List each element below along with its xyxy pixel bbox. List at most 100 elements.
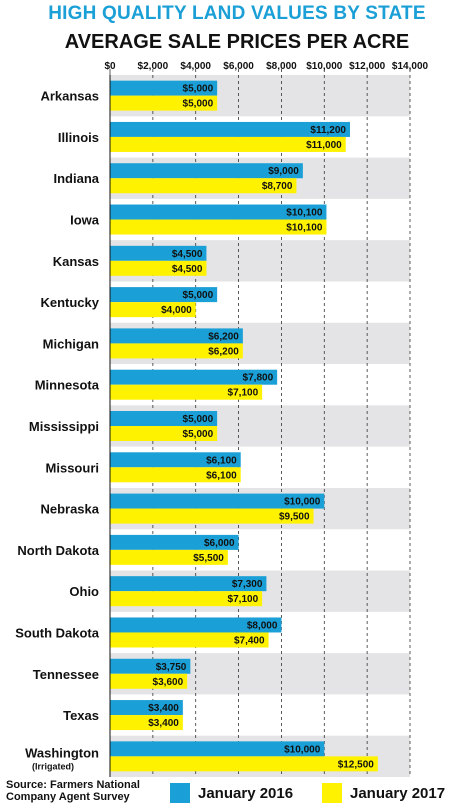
category-note: (Irrigated): [32, 761, 74, 771]
data-label-2017: $12,500: [338, 759, 375, 770]
x-tick-label: $4,000: [180, 61, 211, 72]
bar-2016: [110, 617, 282, 633]
data-label-2017: $5,500: [193, 553, 224, 564]
bar-2016: [110, 493, 325, 509]
data-label-2016: $10,000: [284, 497, 321, 508]
category-label: Washington: [25, 745, 99, 760]
bar-2017: [110, 95, 218, 111]
category-label: Indiana: [53, 171, 99, 186]
bar-chart: $0 $2,000 $4,000 $6,000 $8,000 $10,000 $12,000…: [15, 61, 429, 777]
data-label-2016: $4,500: [172, 249, 203, 260]
bar-2017: [110, 302, 196, 318]
data-label-2017: $9,500: [279, 512, 310, 523]
x-tick-label: $12,000: [349, 61, 386, 72]
category-label: Iowa: [70, 213, 100, 228]
data-label-2016: $5,000: [183, 290, 214, 301]
data-label-2017: $5,000: [183, 429, 214, 440]
bar-2016: [110, 121, 350, 137]
chart-subtitle: AVERAGE SALE PRICES PER ACRE: [64, 31, 410, 53]
data-label-2017: $11,000: [306, 140, 342, 151]
data-label-2016: $10,100: [286, 208, 323, 219]
chart-title: HIGH QUALITY LAND VALUES BY STATE: [48, 3, 426, 24]
bar-2017: [110, 673, 188, 689]
data-label-2016: $6,200: [208, 331, 239, 342]
x-tick-label: $10,000: [306, 61, 343, 72]
data-label-2016: $5,000: [183, 84, 214, 95]
bar-2016: [110, 369, 278, 385]
data-label-2016: $7,800: [243, 373, 274, 384]
category-label: Mississippi: [29, 419, 99, 434]
bar-2016: [110, 80, 218, 96]
bar-2017: [110, 591, 263, 607]
category-label: South Dakota: [15, 625, 100, 640]
category-label: Texas: [63, 708, 99, 723]
legend-label-2017: January 2017: [350, 785, 446, 802]
data-label-2016: $10,000: [284, 744, 321, 755]
data-label-2017: $7,400: [234, 635, 265, 646]
data-label-2017: $7,100: [228, 594, 259, 605]
source-note: Source: Farmers National Company Agent S…: [6, 779, 140, 803]
bar-2016: [110, 163, 303, 179]
bar-2017: [110, 549, 228, 565]
data-label-2017: $5,000: [183, 99, 214, 110]
data-label-2016: $11,200: [310, 125, 346, 136]
category-label: Ohio: [69, 584, 99, 599]
legend-swatch-2017: [322, 783, 342, 803]
bar-2016: [110, 411, 218, 426]
bar-2017: [110, 343, 243, 359]
bar-2016: [110, 741, 325, 757]
category-label: Kentucky: [40, 295, 99, 310]
x-tick-label: $2,000: [138, 61, 169, 72]
bar-2016: [110, 452, 241, 468]
x-tick-label: $8,000: [266, 61, 297, 72]
bar-2017: [110, 426, 218, 441]
bar-2016: [110, 658, 191, 674]
x-tick-label: $0: [104, 61, 116, 72]
data-label-2017: $7,100: [228, 388, 259, 399]
category-label: Tennessee: [33, 667, 99, 682]
data-label-2016: $9,000: [268, 166, 299, 177]
legend-swatch-2016: [170, 783, 190, 803]
data-label-2017: $4,500: [172, 264, 203, 275]
bar-2016: [110, 700, 183, 716]
bar-2017: [110, 136, 346, 152]
category-label: North Dakota: [17, 543, 99, 558]
category-label: Michigan: [43, 336, 99, 351]
data-label-2016: $3,400: [148, 703, 179, 714]
bar-2016: [110, 287, 218, 303]
category-label: Illinois: [58, 130, 99, 145]
category-label: Kansas: [53, 254, 99, 269]
bar-2016: [110, 204, 327, 220]
x-tick-label: $6,000: [223, 61, 254, 72]
data-label-2016: $7,300: [232, 579, 263, 590]
data-label-2016: $5,000: [183, 414, 214, 425]
data-label-2016: $6,100: [206, 455, 237, 466]
x-tick-label: $14,000: [392, 61, 429, 72]
bar-2017: [110, 715, 183, 731]
bar-2017: [110, 508, 314, 524]
category-label: Missouri: [46, 460, 99, 475]
data-label-2017: $4,000: [161, 305, 192, 316]
data-label-2017: $3,600: [153, 677, 184, 688]
bar-2017: [110, 178, 297, 194]
category-label: Nebraska: [40, 502, 99, 517]
data-label-2017: $3,400: [148, 718, 179, 729]
data-label-2017: $8,700: [262, 181, 293, 192]
bar-2016: [110, 328, 243, 344]
category-label: Arkansas: [40, 89, 99, 104]
legend-label-2016: January 2016: [198, 785, 294, 802]
bar-2017: [110, 219, 327, 235]
bar-2017: [110, 384, 263, 400]
bar-2017: [110, 260, 207, 276]
bar-2017: [110, 632, 269, 648]
data-label-2017: $10,100: [286, 223, 323, 234]
bar-2017: [110, 756, 378, 772]
data-label-2017: $6,200: [208, 346, 239, 357]
data-label-2017: $6,100: [206, 470, 237, 481]
bar-2016: [110, 245, 207, 261]
bar-2016: [110, 534, 239, 550]
bar-2016: [110, 576, 267, 592]
bar-2017: [110, 467, 241, 483]
data-label-2016: $3,750: [156, 662, 187, 673]
data-label-2016: $8,000: [247, 620, 278, 631]
